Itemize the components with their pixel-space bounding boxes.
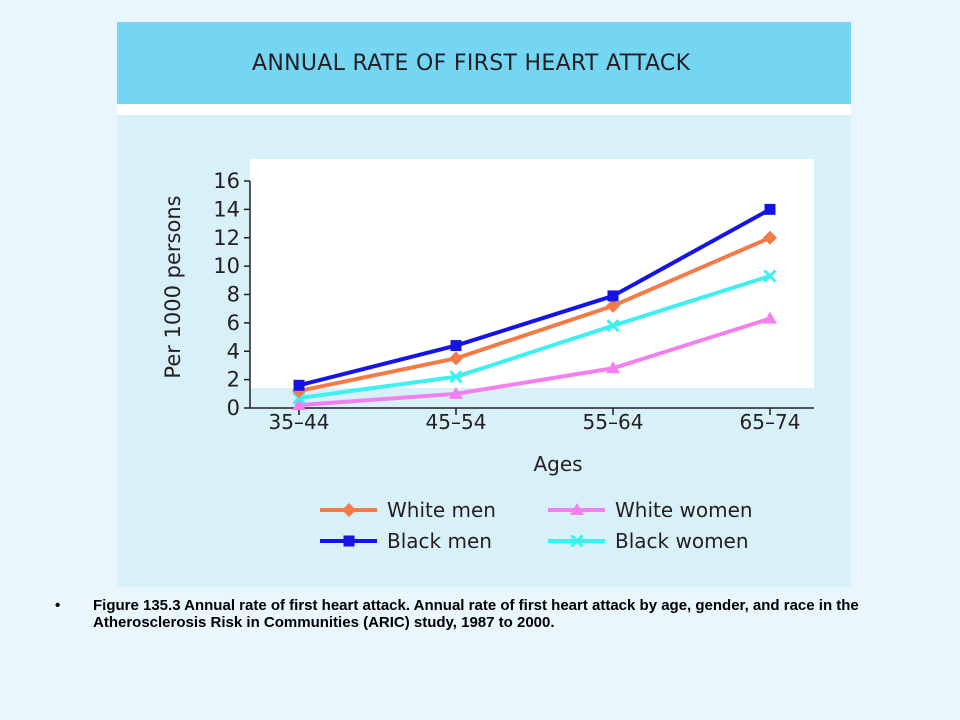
y-tick-label: 0 bbox=[227, 396, 240, 420]
x-axis-title: Ages bbox=[533, 452, 582, 476]
legend-item-white-women: White women bbox=[548, 498, 753, 522]
title-divider bbox=[117, 104, 851, 115]
legend-label: White men bbox=[387, 498, 496, 522]
legend-marker bbox=[343, 535, 355, 547]
x-tick-label: 45–54 bbox=[426, 410, 487, 434]
legend-marker bbox=[570, 503, 584, 515]
y-tick-label: 10 bbox=[213, 254, 240, 278]
chart-title: ANNUAL RATE OF FIRST HEART ATTACK bbox=[252, 50, 691, 76]
series-line-white-men bbox=[298, 235, 771, 393]
legend-marker bbox=[570, 534, 584, 548]
y-tick-label: 8 bbox=[227, 283, 240, 307]
y-tick-label: 12 bbox=[213, 226, 240, 250]
data-point-black-women-stroke bbox=[606, 319, 620, 333]
legend-marker-stroke bbox=[570, 534, 584, 548]
title-band: ANNUAL RATE OF FIRST HEART ATTACK bbox=[117, 22, 851, 104]
data-point-black-women-stroke bbox=[292, 391, 306, 405]
legend-item-black-men: Black men bbox=[320, 529, 492, 553]
legend-label: Black men bbox=[387, 529, 492, 553]
legend-label: White women bbox=[615, 498, 753, 522]
data-point-black-women bbox=[449, 370, 463, 384]
line-chart: 0 2 4 6 8 10 12 14 16 35–44 45–54 55–64 65–74 Ages Per… bbox=[161, 159, 814, 553]
data-point-black-men bbox=[607, 290, 619, 302]
figure-panel: ANNUAL RATE OF FIRST HEART ATTACK 0 2 4 6 8 1… bbox=[117, 22, 851, 587]
series-line-black-women bbox=[298, 274, 771, 401]
data-point-black-women-stroke bbox=[763, 269, 777, 283]
data-point-white-men bbox=[763, 230, 777, 245]
y-tick-label: 6 bbox=[227, 311, 240, 335]
y-tick-label: 16 bbox=[213, 169, 240, 193]
x-tick-label: 55–64 bbox=[583, 410, 644, 434]
x-tick-label: 65–74 bbox=[740, 410, 801, 434]
legend-label: Black women bbox=[615, 529, 749, 553]
data-point-white-men bbox=[606, 298, 620, 313]
plot-area bbox=[250, 159, 814, 388]
data-point-black-women bbox=[292, 391, 306, 405]
y-tick-label: 14 bbox=[213, 197, 240, 221]
data-point-white-men bbox=[449, 351, 463, 366]
y-axis-title: Per 1000 persons bbox=[161, 195, 185, 378]
data-point-white-women bbox=[606, 361, 620, 374]
data-point-black-women bbox=[606, 319, 620, 333]
legend-marker bbox=[342, 503, 356, 517]
series-line-white-women bbox=[298, 316, 771, 408]
data-point-black-men bbox=[293, 379, 305, 391]
axes: 0 2 4 6 8 10 12 14 16 35–44 45–54 55–64 65–74 Ages Per… bbox=[161, 169, 814, 476]
data-point-black-men bbox=[450, 340, 462, 352]
y-tick-label: 2 bbox=[227, 368, 240, 392]
series-group bbox=[292, 203, 777, 411]
y-tick-label: 4 bbox=[227, 339, 240, 363]
series-black-men bbox=[293, 203, 776, 391]
caption-bullet: • bbox=[55, 597, 61, 614]
legend: White men White women Black men Black women bbox=[320, 498, 753, 553]
data-point-white-women bbox=[449, 386, 463, 399]
data-point-white-women bbox=[292, 398, 306, 411]
data-point-black-women-stroke bbox=[449, 370, 463, 384]
data-point-black-men bbox=[764, 203, 776, 215]
data-point-black-women bbox=[763, 269, 777, 283]
legend-item-white-men: White men bbox=[320, 498, 496, 522]
x-tick-label: 35–44 bbox=[269, 410, 330, 434]
legend-item-black-women: Black women bbox=[548, 529, 749, 553]
caption-text: Figure 135.3 Annual rate of first heart … bbox=[93, 597, 859, 631]
series-line-black-men bbox=[298, 207, 771, 388]
series-white-women bbox=[292, 311, 777, 411]
series-black-women bbox=[292, 269, 777, 405]
data-point-white-women bbox=[763, 311, 777, 324]
series-white-men bbox=[292, 230, 777, 398]
